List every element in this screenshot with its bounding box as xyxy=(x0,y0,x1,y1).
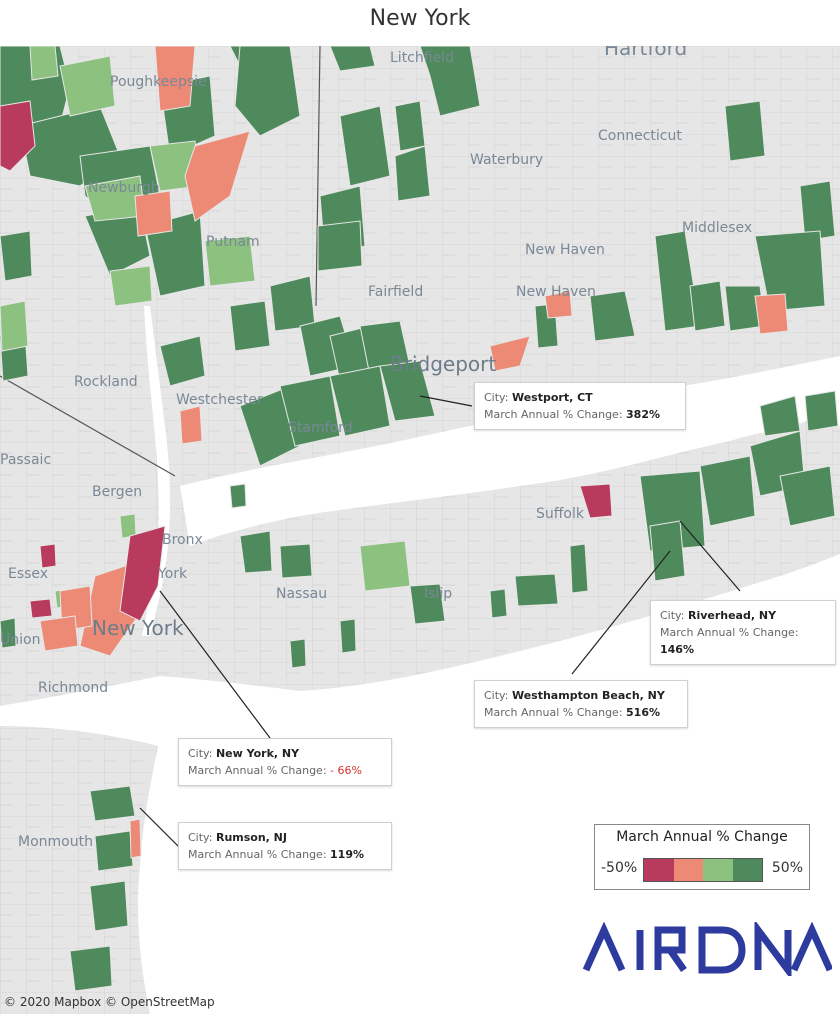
callout-westport: City: Westport, CT March Annual % Change… xyxy=(474,382,686,430)
callout-value: - 66% xyxy=(330,764,362,777)
legend-swatch-strong-negative xyxy=(644,859,674,881)
label-essex: Essex xyxy=(8,566,49,582)
callout-value: 119% xyxy=(330,848,365,861)
callout-city-label: City: xyxy=(188,831,213,844)
leader-rumson xyxy=(139,807,179,847)
callout-metric-label: March Annual % Change: xyxy=(484,706,623,719)
label-new-haven-county: New Haven xyxy=(525,242,605,258)
label-union: Union xyxy=(0,632,41,648)
callout-city-label: City: xyxy=(484,689,509,702)
callout-city-label: City: xyxy=(188,747,213,760)
callout-value: 146% xyxy=(660,643,694,656)
state-line-ny-ct xyxy=(315,46,321,307)
callout-metric-label: March Annual % Change: xyxy=(484,408,623,421)
callout-westhampton: City: Westhampton Beach, NY March Annual… xyxy=(474,680,688,728)
color-legend: March Annual % Change -50% 50% xyxy=(594,824,810,890)
regions-positive xyxy=(0,46,411,609)
callout-city: Rumson, NJ xyxy=(215,831,287,844)
regions-strong-negative xyxy=(0,100,613,622)
label-bridgeport: Bridgeport xyxy=(390,352,497,376)
map-canvas xyxy=(0,46,840,1014)
hudson-river xyxy=(142,306,171,636)
label-richmond: Richmond xyxy=(38,680,109,696)
legend-max-label: 50% xyxy=(771,860,803,876)
callout-city: New York, NY xyxy=(215,747,300,760)
map-attribution: © 2020 Mapbox © OpenStreetMap xyxy=(4,995,215,1009)
label-newburgh: Newburgh xyxy=(88,180,160,196)
label-putnam: Putnam xyxy=(206,234,260,250)
callout-metric-label: March Annual % Change: xyxy=(660,626,799,639)
callout-value: 382% xyxy=(626,408,661,421)
callout-riverhead: City: Riverhead, NY March Annual % Chang… xyxy=(650,600,836,665)
label-westchester: Westchester xyxy=(176,392,263,408)
callout-metric-label: March Annual % Change: xyxy=(188,764,327,777)
label-litchfield: Litchfield xyxy=(390,50,454,66)
leader-westhampton xyxy=(571,550,671,675)
label-york: York xyxy=(158,566,188,582)
leader-westport xyxy=(419,395,473,407)
label-fairfield: Fairfield xyxy=(368,284,424,300)
legend-swatch-negative xyxy=(673,859,703,881)
label-nassau: Nassau xyxy=(276,586,328,602)
legend-title: March Annual % Change xyxy=(616,829,788,845)
label-new-york-city: New York xyxy=(92,616,184,640)
label-suffolk: Suffolk xyxy=(536,506,584,522)
label-poughkeepsie: Poughkeepsie xyxy=(110,74,207,90)
map-title: New York xyxy=(369,6,471,31)
leader-new-york xyxy=(159,590,271,739)
leader-riverhead xyxy=(679,520,741,592)
callout-city: Riverhead, NY xyxy=(687,609,777,622)
label-new-haven-city: New Haven xyxy=(516,284,596,300)
label-stamford: Stamford xyxy=(288,420,353,436)
label-bronx: Bronx xyxy=(162,532,203,548)
legend-swatch-positive xyxy=(703,859,733,881)
airdna-logo xyxy=(582,922,832,976)
legend-swatch-strong-positive xyxy=(732,859,762,881)
label-rockland: Rockland xyxy=(74,374,138,390)
label-passaic: Passaic xyxy=(0,452,52,468)
label-islip: Islip xyxy=(424,586,453,602)
label-waterbury: Waterbury xyxy=(470,152,544,168)
label-connecticut: Connecticut xyxy=(598,128,682,144)
legend-min-label: -50% xyxy=(601,860,638,876)
callout-city-label: City: xyxy=(484,391,509,404)
label-hartford: Hartford xyxy=(604,46,688,60)
callout-city: Westhampton Beach, NY xyxy=(511,689,665,702)
label-middlesex: Middlesex xyxy=(682,220,753,236)
state-line-ny-nj xyxy=(0,375,176,477)
label-monmouth: Monmouth xyxy=(18,834,93,850)
callout-metric-label: March Annual % Change: xyxy=(188,848,327,861)
legend-color-bar xyxy=(643,858,763,882)
atlantic-ocean xyxy=(0,554,840,1014)
label-bergen: Bergen xyxy=(92,484,143,500)
callout-city: Westport, CT xyxy=(511,391,593,404)
callout-city-label: City: xyxy=(660,609,685,622)
callout-value: 516% xyxy=(626,706,661,719)
callout-new-york: City: New York, NY March Annual % Change… xyxy=(178,738,392,786)
callout-leaders xyxy=(139,395,741,847)
regions-negative xyxy=(39,46,789,859)
choropleth-map[interactable]: Hartford Litchfield Poughkeepsie Connect… xyxy=(0,46,840,1014)
callout-rumson: City: Rumson, NJ March Annual % Change: … xyxy=(178,822,392,870)
